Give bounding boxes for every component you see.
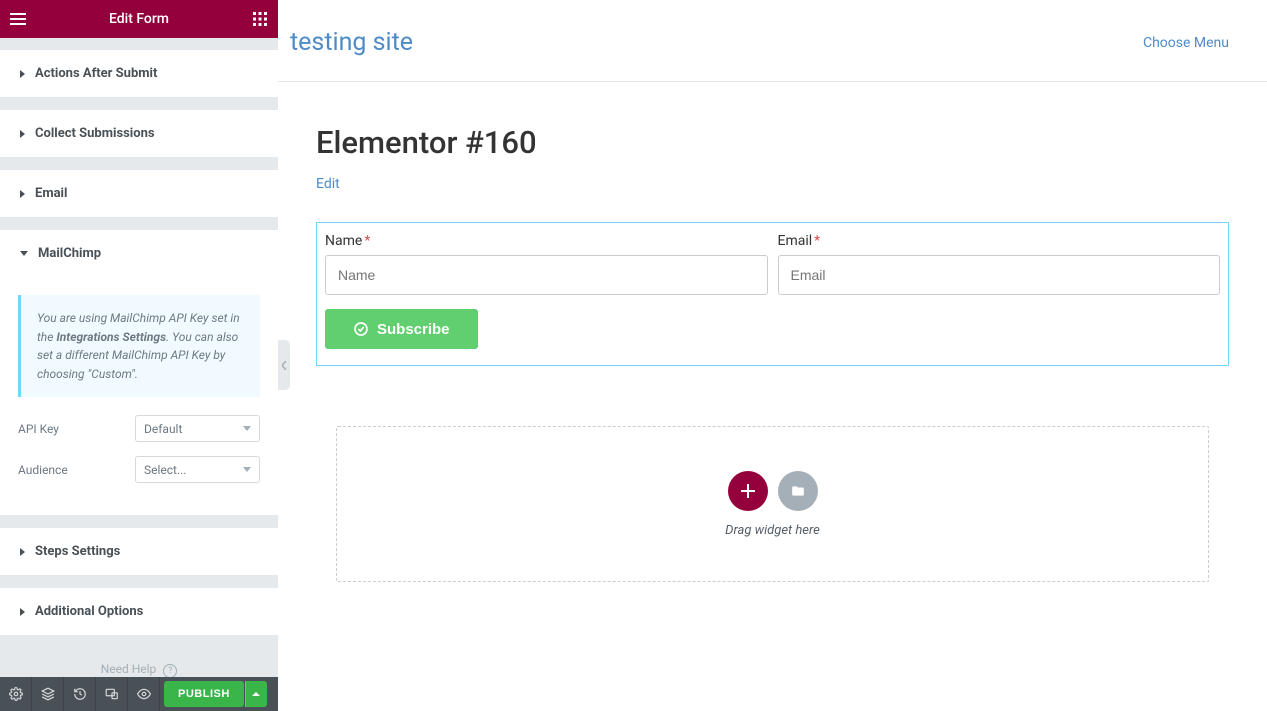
caret-right-icon <box>20 70 25 78</box>
page-title: Elementor #160 <box>316 124 1229 161</box>
name-label: Name* <box>325 233 768 249</box>
required-marker: * <box>364 233 370 249</box>
mailchimp-notice: You are using MailChimp API Key set in t… <box>18 295 260 397</box>
label-text: Email <box>778 233 813 249</box>
label-text: Name <box>325 233 362 249</box>
name-input[interactable] <box>325 255 768 295</box>
section-mailchimp[interactable]: MailChimp <box>0 230 278 277</box>
collapse-panel-button[interactable] <box>278 340 290 390</box>
select-value: Default <box>144 422 182 436</box>
panel-title: Edit Form <box>26 11 252 27</box>
sidebar-footer: PUBLISH <box>0 677 278 711</box>
template-library-button[interactable] <box>778 471 818 511</box>
section-label: Email <box>35 186 67 201</box>
section-label: MailChimp <box>38 246 101 261</box>
folder-icon <box>791 484 805 498</box>
email-field-wrapper: Email* <box>778 233 1221 295</box>
section-actions-after-submit[interactable]: Actions After Submit <box>0 50 278 97</box>
section-label: Actions After Submit <box>35 66 157 81</box>
audience-row: Audience Select... <box>18 456 260 483</box>
notice-bold: Integrations Settings <box>56 330 166 344</box>
history-icon[interactable] <box>64 677 96 711</box>
edit-page-link[interactable]: Edit <box>316 176 340 192</box>
section-label: Steps Settings <box>35 544 120 559</box>
need-help-label: Need Help <box>101 662 157 676</box>
caret-up-icon <box>252 692 260 696</box>
section-collect-submissions[interactable]: Collect Submissions <box>0 110 278 157</box>
audience-select[interactable]: Select... <box>135 456 260 483</box>
section-label: Additional Options <box>35 604 143 619</box>
responsive-icon[interactable] <box>96 677 128 711</box>
drop-zone[interactable]: Drag widget here <box>336 426 1209 582</box>
api-key-select[interactable]: Default <box>135 415 260 442</box>
choose-menu-link[interactable]: Choose Menu <box>1143 35 1229 51</box>
editor-canvas: testing site Choose Menu Elementor #160 … <box>278 0 1267 711</box>
sidebar-header: Edit Form <box>0 0 278 38</box>
section-steps-settings[interactable]: Steps Settings <box>0 528 278 575</box>
apps-grid-icon[interactable] <box>252 11 268 27</box>
settings-icon[interactable] <box>0 677 32 711</box>
help-icon: ? <box>163 664 177 677</box>
panel-body: Actions After Submit Collect Submissions… <box>0 38 278 677</box>
preview-icon[interactable] <box>128 677 160 711</box>
caret-right-icon <box>20 190 25 198</box>
subscribe-button[interactable]: Subscribe <box>325 309 478 349</box>
form-widget[interactable]: Name* Email* Subscribe <box>316 222 1229 366</box>
email-input[interactable] <box>778 255 1221 295</box>
audience-label: Audience <box>18 463 68 477</box>
drag-widget-text: Drag widget here <box>725 523 820 538</box>
caret-right-icon <box>20 608 25 616</box>
chevron-down-icon <box>243 467 251 472</box>
caret-right-icon <box>20 548 25 556</box>
publish-button[interactable]: PUBLISH <box>164 681 244 707</box>
name-field-wrapper: Name* <box>325 233 768 295</box>
need-help[interactable]: Need Help ? <box>0 636 278 677</box>
email-label: Email* <box>778 233 1221 249</box>
mailchimp-content: You are using MailChimp API Key set in t… <box>0 277 278 515</box>
publish-options-button[interactable] <box>245 681 267 707</box>
site-title[interactable]: testing site <box>290 28 413 57</box>
section-label: Collect Submissions <box>35 126 155 141</box>
chevron-down-icon <box>243 426 251 431</box>
hamburger-icon[interactable] <box>10 11 26 27</box>
api-key-row: API Key Default <box>18 415 260 442</box>
add-section-button[interactable] <box>728 471 768 511</box>
caret-right-icon <box>20 130 25 138</box>
caret-down-icon <box>20 251 28 256</box>
check-circle-icon <box>353 321 369 337</box>
navigator-icon[interactable] <box>32 677 64 711</box>
site-header: testing site Choose Menu <box>278 0 1267 82</box>
section-email[interactable]: Email <box>0 170 278 217</box>
subscribe-label: Subscribe <box>377 321 450 338</box>
api-key-label: API Key <box>18 422 59 436</box>
page-content: Elementor #160 Edit Name* Email* <box>278 82 1267 624</box>
select-value: Select... <box>144 463 186 477</box>
chevron-left-icon <box>282 361 287 370</box>
section-additional-options[interactable]: Additional Options <box>0 588 278 635</box>
required-marker: * <box>814 233 820 249</box>
plus-icon <box>741 484 755 498</box>
editor-sidebar: Edit Form Actions After Submit Collect S… <box>0 0 278 711</box>
